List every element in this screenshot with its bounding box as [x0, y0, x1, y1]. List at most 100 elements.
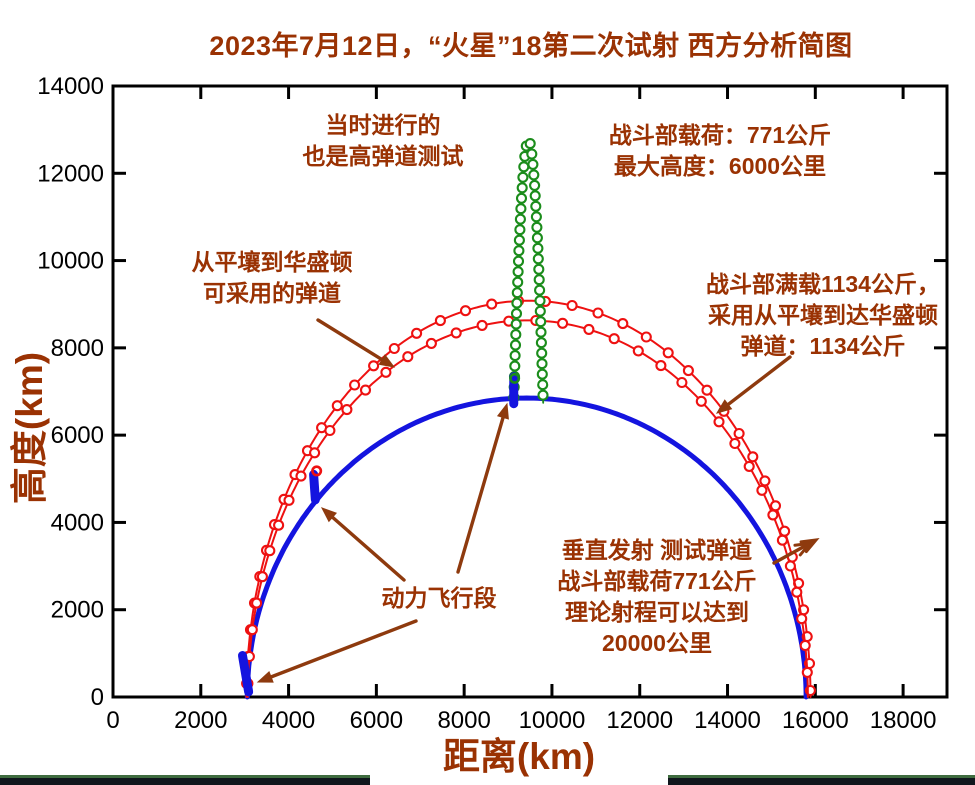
trajectory-marker [434, 315, 446, 327]
note-line: 垂直发射 测试弹道 [561, 537, 753, 563]
trajectory-marker [512, 276, 524, 288]
trajectory-marker [341, 404, 353, 416]
trajectory-marker [529, 190, 541, 202]
trajectory-marker [513, 245, 525, 257]
trajectory-marker [509, 350, 521, 362]
trajectory-marker [533, 274, 545, 286]
trajectory-marker [368, 360, 380, 372]
note-line: 采用从平壤到达华盛顿 [708, 302, 938, 328]
note-line: 当时进行的 [325, 112, 441, 138]
trajectory-marker [701, 384, 713, 396]
trajectory-marker [251, 597, 263, 609]
trajectory-marker [632, 345, 644, 357]
trajectory-marker [388, 342, 400, 355]
note-vertical-launch-range: 垂直发射 测试弹道 战斗部载荷771公斤 理论射程可以达到 20000公里 [537, 535, 777, 659]
trajectory-marker [535, 316, 547, 328]
trajectory-marker [324, 424, 336, 437]
trajectory-marker [509, 339, 522, 351]
trajectory-marker [537, 389, 549, 401]
x-tick-label: 12000 [606, 707, 673, 734]
trajectory-marker [510, 318, 522, 330]
annotation-arrowhead [715, 399, 733, 414]
trajectory-marker [796, 613, 808, 625]
x-tick-label: 16000 [782, 707, 849, 734]
annotation-arrow-shaft [456, 411, 506, 574]
note-line: 最大高度：6000公里 [613, 153, 827, 179]
trajectory-marker [784, 560, 796, 572]
x-tick-label: 8000 [437, 707, 490, 734]
trajectory-marker [513, 234, 525, 246]
annotation-arrow-shaft [316, 318, 388, 364]
x-tick-label: 10000 [519, 707, 586, 734]
trajectory-marker [514, 224, 526, 236]
trajectory-marker [515, 203, 527, 215]
y-axis-title: 高度(km) [9, 351, 50, 505]
trajectory-marker [566, 299, 578, 312]
trajectory-marker [359, 384, 372, 396]
trajectory-marker [459, 305, 472, 317]
y-tick-label: 4000 [51, 509, 104, 536]
trajectory-marker [517, 171, 529, 183]
boost-end-marker [311, 465, 323, 477]
trajectory-marker [295, 470, 307, 482]
note-line: 弹道：1134公斤 [740, 333, 906, 359]
y-tick-label: 6000 [51, 422, 104, 449]
trajectory-marker [512, 266, 524, 278]
footer-bar-left [0, 775, 370, 785]
trajectory-marker [532, 253, 544, 265]
trajectory-marker [769, 500, 782, 512]
plot-frame [111, 84, 949, 699]
note-line: 20000公里 [602, 630, 712, 656]
y-tick-label: 14000 [37, 73, 104, 100]
trajectory-marker [256, 571, 268, 583]
trajectory-marker [476, 319, 488, 331]
note-line: 战斗部满载1134公斤， [706, 271, 940, 297]
trajectory-marker [283, 494, 295, 506]
trajectory-marker [801, 666, 813, 678]
note-line: 也是高弹道测试 [302, 143, 464, 169]
trajectory-marker [743, 460, 755, 472]
trajectory-marker [380, 366, 392, 378]
trajectory-marker [309, 447, 321, 459]
trajectory-marker [617, 318, 629, 330]
note-lofted-test: 当时进行的 也是高弹道测试 [263, 110, 503, 172]
x-tick-label: 0 [106, 707, 119, 734]
y-tick-label: 10000 [37, 248, 104, 275]
x-axis-title: 距离(km) [442, 736, 596, 777]
powered-flight-segment [309, 469, 320, 505]
trajectory-marker [799, 639, 811, 652]
annotation-arrowhead [793, 541, 814, 557]
trajectory-marker [531, 232, 543, 244]
trajectory-marker [512, 255, 525, 267]
annotation-arrow-shaft [772, 543, 809, 565]
annotation-arrow-shaft [265, 619, 418, 681]
annotation-arrow-shaft [327, 512, 406, 582]
trajectory-marker [583, 323, 595, 335]
trajectory-marker [756, 484, 768, 496]
note-full-load-trajectory: 战斗部满载1134公斤， 采用从平壤到达华盛顿 弹道：1134公斤 [688, 269, 958, 362]
note-line: 从平壤到华盛顿 [191, 249, 353, 275]
trajectory-marker [528, 169, 540, 181]
trajectory-marker [536, 347, 548, 359]
trajectory-marker [533, 263, 545, 275]
trajectory-marker [246, 624, 258, 636]
trajectory-marker [592, 307, 604, 319]
trajectory-marker [527, 158, 539, 170]
trajectory-marker [518, 161, 530, 173]
x-tick-label: 4000 [262, 707, 315, 734]
boost-end-marker [509, 372, 521, 384]
trajectory-marker [747, 451, 759, 463]
x-tick-label: 18000 [870, 707, 937, 734]
trajectory-marker [264, 545, 276, 557]
trajectory-marker [534, 295, 546, 307]
trajectory-marker [529, 179, 541, 191]
trajectory-blue-test [244, 395, 809, 700]
trajectory-marker [516, 182, 528, 194]
trajectory-marker [425, 337, 437, 349]
trajectory-marker [450, 327, 462, 339]
trajectory-marker [524, 138, 536, 150]
annotation-arrowhead [320, 507, 338, 523]
trajectory-marker [682, 365, 694, 377]
trajectory-marker [733, 427, 745, 440]
trajectory-marker [530, 211, 542, 223]
